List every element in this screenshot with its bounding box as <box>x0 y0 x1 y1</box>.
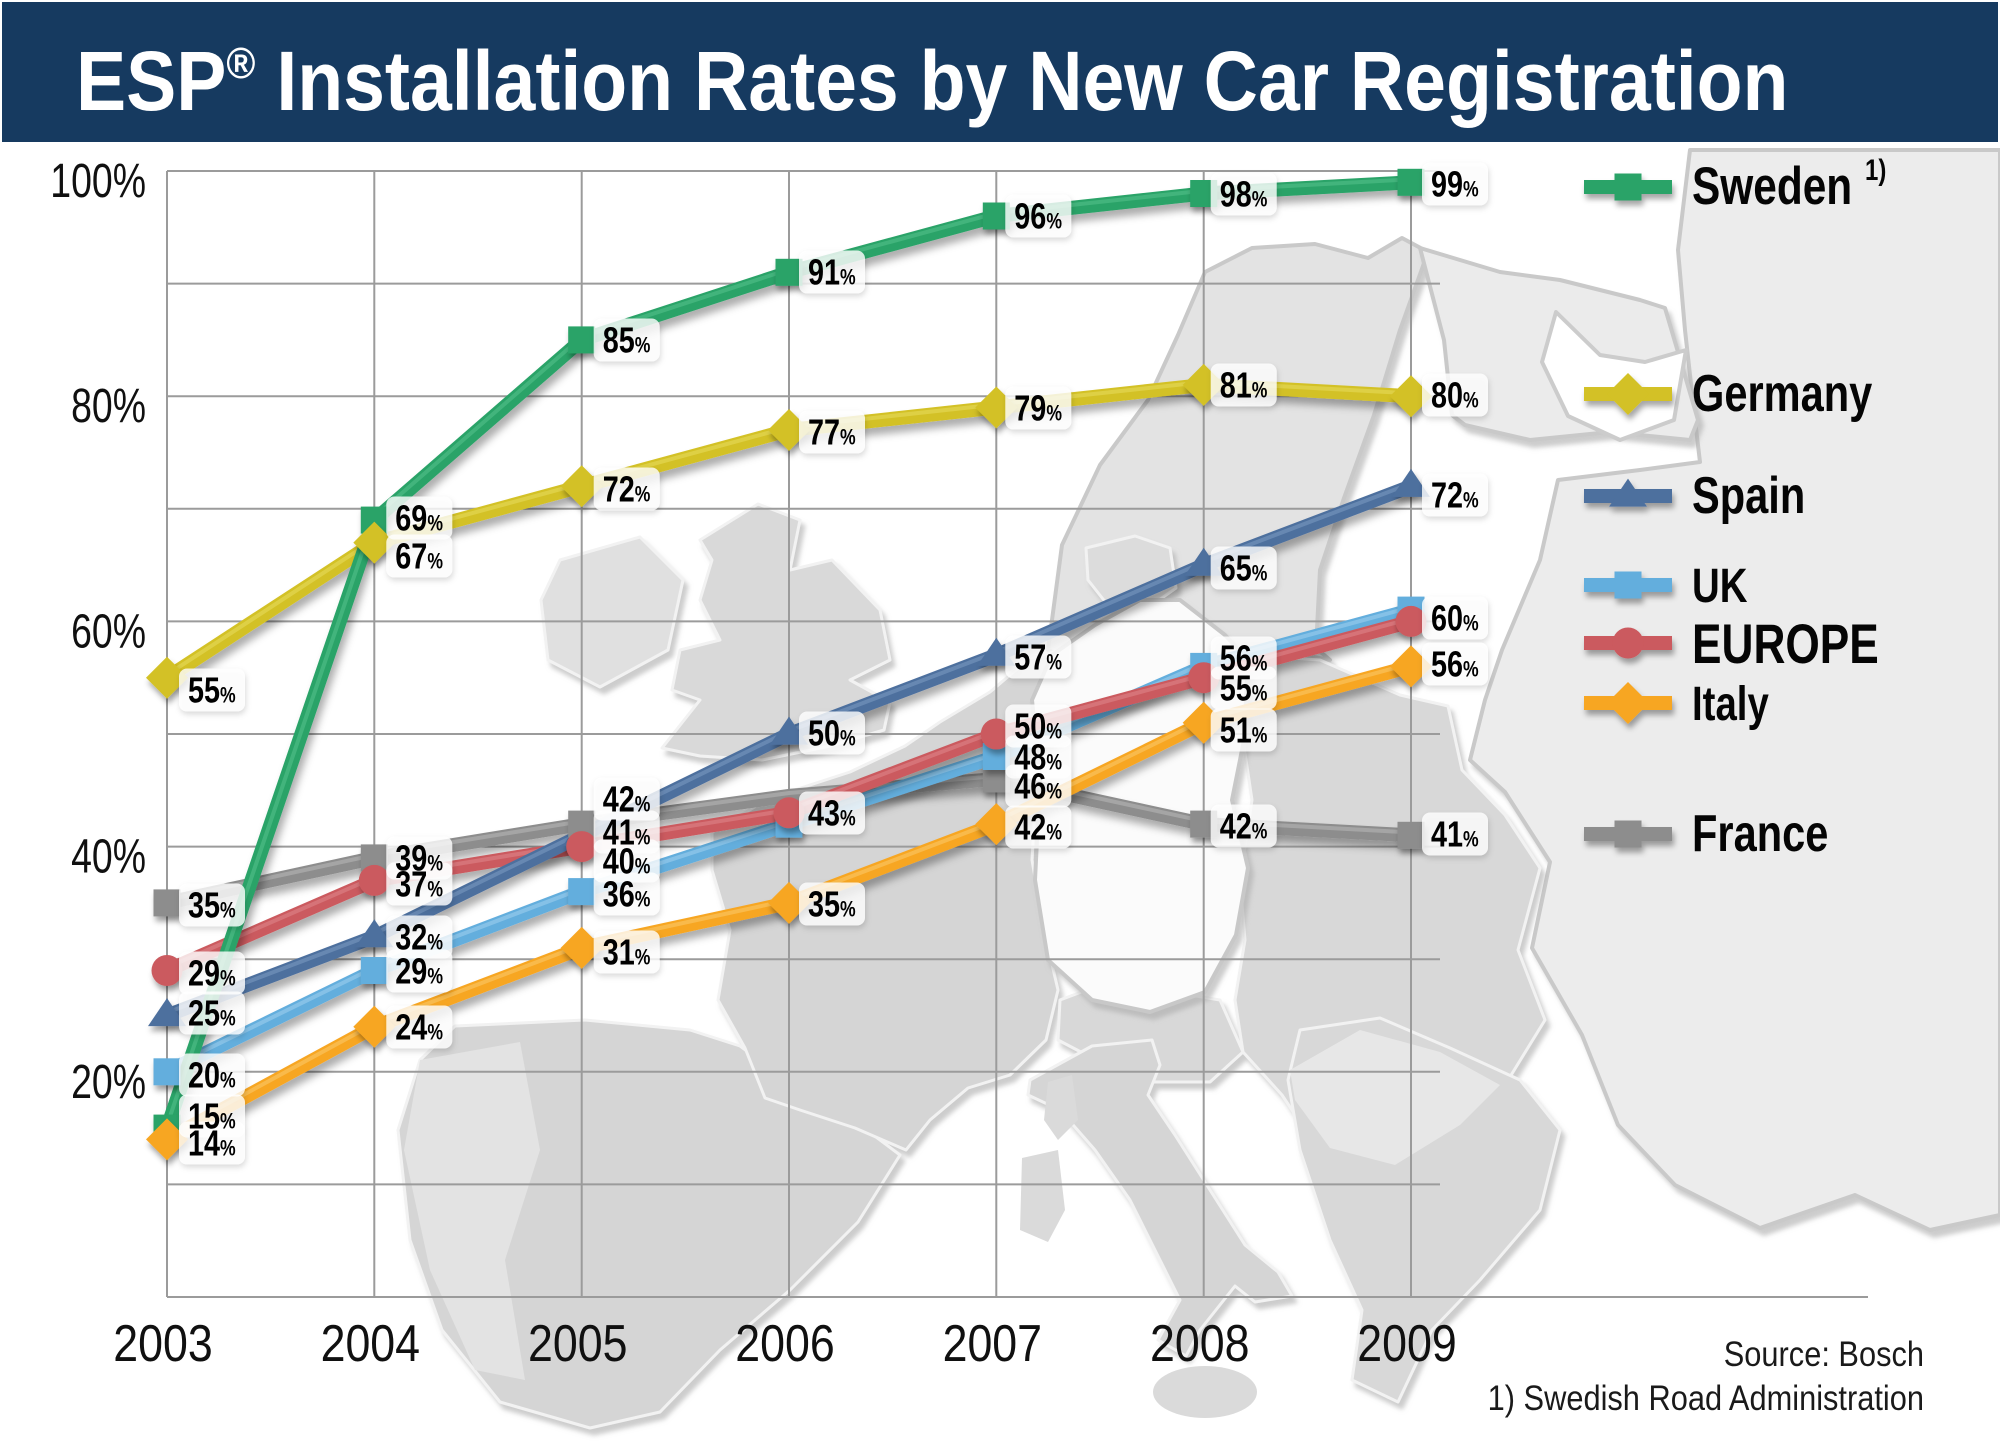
svg-text:15%: 15% <box>188 1095 236 1136</box>
svg-text:20%: 20% <box>71 1055 146 1109</box>
svg-text:EUROPE: EUROPE <box>1692 612 1879 675</box>
svg-text:2008: 2008 <box>1150 1315 1249 1373</box>
svg-text:57%: 57% <box>1014 636 1062 677</box>
svg-text:25%: 25% <box>188 992 236 1033</box>
svg-text:39%: 39% <box>395 837 443 878</box>
svg-text:ESP® Installation Rates by New: ESP® Installation Rates by New Car Regis… <box>76 34 1788 128</box>
svg-text:UK: UK <box>1692 560 1747 613</box>
svg-text:91%: 91% <box>808 251 856 292</box>
svg-text:Spain: Spain <box>1692 466 1805 525</box>
svg-text:35%: 35% <box>188 884 236 925</box>
svg-text:72%: 72% <box>1431 474 1479 515</box>
svg-text:46%: 46% <box>1014 765 1062 806</box>
svg-text:41%: 41% <box>603 811 651 852</box>
svg-text:France: France <box>1692 804 1828 863</box>
svg-text:100%: 100% <box>50 155 146 209</box>
svg-text:29%: 29% <box>188 952 236 993</box>
svg-text:60%: 60% <box>71 605 146 659</box>
svg-text:56%: 56% <box>1220 637 1268 678</box>
svg-text:99%: 99% <box>1431 163 1479 204</box>
svg-text:Italy: Italy <box>1692 678 1769 731</box>
svg-text:2005: 2005 <box>528 1315 627 1373</box>
svg-text:Source: Bosch: Source: Bosch <box>1724 1334 1924 1373</box>
svg-text:Germany: Germany <box>1692 364 1872 423</box>
svg-text:40%: 40% <box>71 830 146 884</box>
svg-text:2003: 2003 <box>113 1315 212 1373</box>
svg-text:2007: 2007 <box>943 1315 1042 1373</box>
svg-text:2009: 2009 <box>1357 1315 1456 1373</box>
svg-text:41%: 41% <box>1431 813 1479 854</box>
svg-text:50%: 50% <box>808 712 856 753</box>
svg-text:1) Swedish Road Administration: 1) Swedish Road Administration <box>1488 1378 1924 1417</box>
svg-text:2006: 2006 <box>735 1315 834 1373</box>
svg-text:80%: 80% <box>71 380 146 434</box>
svg-text:2004: 2004 <box>321 1315 420 1373</box>
